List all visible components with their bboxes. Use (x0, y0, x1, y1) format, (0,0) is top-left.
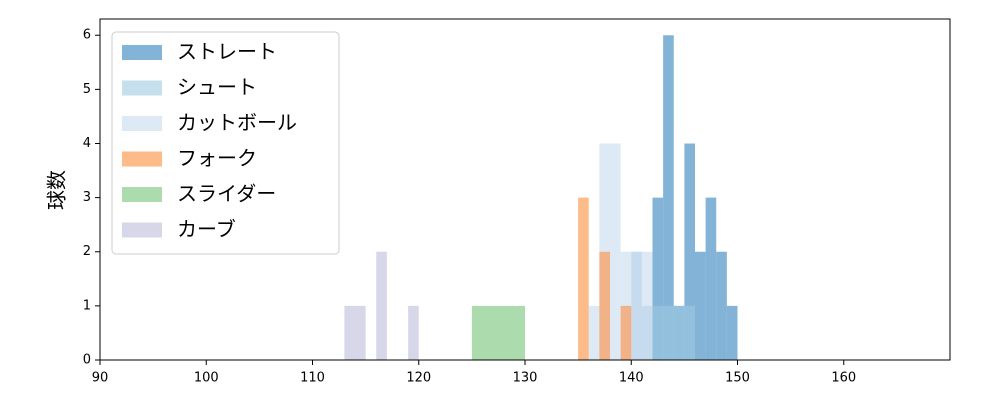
legend-swatch (122, 187, 162, 202)
legend-label: カーブ (177, 217, 236, 241)
y-tick-label: 1 (83, 298, 91, 313)
legend-swatch (122, 116, 162, 131)
x-tick-label: 100 (194, 371, 219, 386)
bar (610, 143, 621, 360)
legend-swatch (122, 45, 162, 60)
x-tick-label: 120 (406, 371, 431, 386)
legend-swatch (122, 151, 162, 167)
x-tick-label: 150 (725, 371, 750, 386)
bar (684, 143, 695, 360)
bar (588, 305, 600, 360)
bar (684, 305, 695, 360)
bar (663, 35, 674, 360)
bar (631, 251, 642, 360)
bar (716, 251, 727, 360)
legend-label: ストレート (177, 40, 277, 64)
y-tick-label: 0 (83, 353, 91, 368)
bar (620, 305, 632, 360)
y-tick-label: 6 (83, 28, 91, 43)
legend-label: カットボール (177, 111, 297, 135)
legend-label: スライダー (177, 182, 276, 206)
bar (408, 305, 419, 360)
bar (695, 251, 706, 360)
bar (578, 197, 589, 360)
bar (652, 197, 664, 360)
legend-frame (111, 31, 340, 255)
bar (705, 197, 717, 360)
bar (652, 305, 664, 360)
y-tick-label: 2 (83, 244, 91, 259)
y-tick-label: 4 (83, 136, 91, 151)
x-tick-label: 130 (513, 371, 538, 386)
bar (726, 305, 738, 360)
legend-swatch (122, 222, 162, 238)
legend-swatch (122, 80, 162, 96)
x-tick-label: 90 (92, 371, 109, 386)
x-tick-label: 140 (619, 371, 644, 386)
y-tick-label: 5 (83, 82, 91, 97)
bar (355, 305, 366, 360)
bar (673, 305, 685, 360)
legend-label: フォーク (177, 146, 257, 170)
bar (376, 251, 387, 360)
y-tick-label: 3 (83, 190, 91, 205)
bar (599, 251, 610, 360)
legend-label: シュート (177, 75, 257, 99)
bar (344, 305, 355, 360)
x-tick-label: 160 (831, 371, 856, 386)
y-axis-label: 球数 (45, 170, 69, 210)
bar (663, 305, 674, 360)
x-tick-label: 110 (300, 371, 325, 386)
bar (471, 305, 525, 360)
bar (641, 251, 653, 360)
